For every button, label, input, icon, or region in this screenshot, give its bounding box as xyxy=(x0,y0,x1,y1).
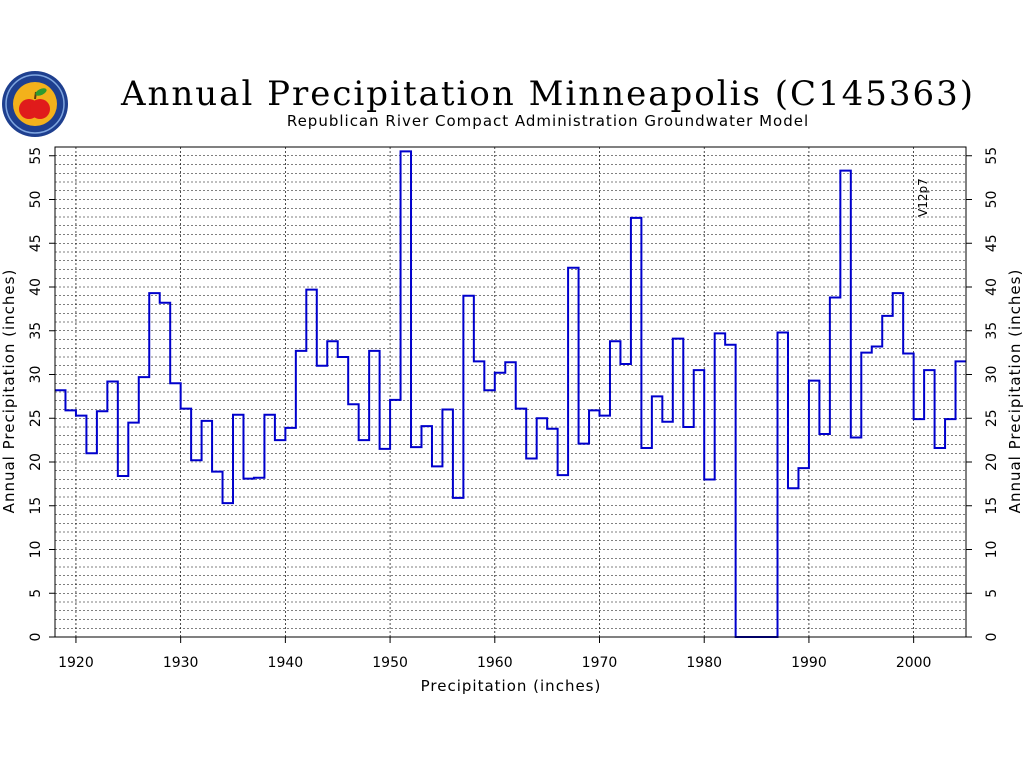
y-tick-label: 50 xyxy=(984,191,1000,209)
version-label: V12p7 xyxy=(916,178,930,217)
y-tick-label: 15 xyxy=(28,497,44,515)
precipitation-series-line xyxy=(55,150,966,638)
x-tick-label: 1930 xyxy=(163,655,199,671)
y-tick-label: 30 xyxy=(984,366,1000,384)
y-tick-label: 45 xyxy=(984,234,1000,252)
y-tick-label: 0 xyxy=(28,633,44,642)
x-axis-ticks: 1920 1930 1940 1950 1960 1970 1980 1990 2000 xyxy=(58,637,931,671)
y-tick-label: 10 xyxy=(984,541,1000,559)
plot-frame xyxy=(54,146,967,638)
x-tick-label: 2000 xyxy=(896,655,932,671)
y-tick-label: 55 xyxy=(984,147,1000,165)
y-tick-label: 25 xyxy=(28,409,44,427)
apple-icon xyxy=(19,88,50,119)
y-tick-label: 15 xyxy=(984,497,1000,515)
x-tick-label: 1940 xyxy=(268,655,304,671)
y-tick-label: 35 xyxy=(984,322,1000,340)
chart-title: Annual Precipitation Minneapolis (C14536… xyxy=(120,74,975,114)
y-tick-label: 45 xyxy=(28,234,44,252)
x-tick-label: 1920 xyxy=(58,655,94,671)
y-tick-label: 20 xyxy=(984,453,1000,471)
y-tick-label: 20 xyxy=(28,453,44,471)
x-tick-label: 1970 xyxy=(582,655,618,671)
y-axis-right-ticks: 0 5 10 15 20 25 30 35 40 45 50 55 xyxy=(966,147,1000,642)
x-tick-label: 1960 xyxy=(477,655,513,671)
x-tick-label: 1990 xyxy=(791,655,827,671)
y-tick-label: 10 xyxy=(28,541,44,559)
y-tick-label: 25 xyxy=(984,409,1000,427)
y-tick-label: 35 xyxy=(28,322,44,340)
y-tick-label: 40 xyxy=(984,278,1000,296)
y-tick-label: 5 xyxy=(984,589,1000,598)
y-tick-label: 55 xyxy=(28,147,44,165)
x-axis-label: Precipitation (inches) xyxy=(421,677,602,695)
y-axis-left-ticks: 0 5 10 15 20 25 30 35 40 45 50 55 xyxy=(28,147,55,642)
y-axis-right-label: Annual Precipitation (inches) xyxy=(1006,269,1024,514)
y-axis-left-label: Annual Precipitation (inches) xyxy=(0,269,18,514)
y-tick-label: 40 xyxy=(28,278,44,296)
y-tick-label: 50 xyxy=(28,191,44,209)
y-tick-label: 30 xyxy=(28,366,44,384)
x-tick-label: 1950 xyxy=(372,655,408,671)
y-tick-label: 0 xyxy=(984,633,1000,642)
x-tick-label: 1980 xyxy=(686,655,722,671)
rrca-seal-logo xyxy=(2,71,68,137)
chart-subtitle: Republican River Compact Administration … xyxy=(287,112,809,130)
y-tick-label: 5 xyxy=(28,589,44,598)
